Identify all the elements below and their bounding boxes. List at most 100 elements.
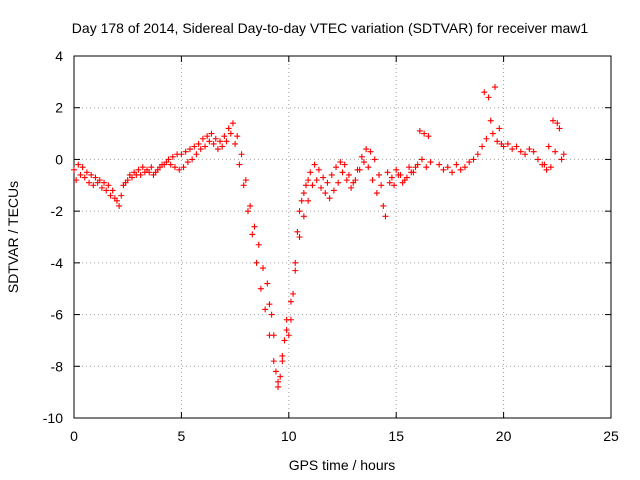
data-point [324,179,331,186]
data-point [180,164,187,171]
data-point [485,94,492,101]
data-point [380,202,387,209]
data-point [318,184,325,191]
data-point [206,138,213,145]
data-point [461,164,468,171]
data-point [236,161,243,168]
data-point [111,195,118,202]
data-point [453,161,460,168]
data-point [554,120,561,127]
data-point [481,89,488,96]
plot-frame [73,55,612,419]
data-point [109,187,116,194]
data-point [530,148,537,155]
data-point [290,290,297,297]
data-point [217,138,224,145]
y-tick-label: -2 [51,203,64,219]
data-point [360,159,367,166]
chart-title: Day 178 of 2014, Sidereal Day-to-day VTE… [72,20,589,36]
data-point [287,298,294,305]
data-point [436,161,443,168]
data-point [283,327,290,334]
data-point [88,171,95,178]
data-point [416,127,423,134]
data-point [352,177,359,184]
data-point [337,159,344,166]
data-point [167,161,174,168]
data-point [268,311,275,318]
data-point [369,177,376,184]
data-point [279,358,286,365]
data-point [449,169,456,176]
data-point [311,161,318,168]
y-axis-label: SDTVAR / TECUs [5,181,21,293]
data-point [552,148,559,155]
data-point [440,166,447,173]
data-point [186,146,193,153]
data-point [444,164,451,171]
data-point [223,138,230,145]
data-point [388,174,395,181]
data-point [492,84,499,91]
data-point [513,143,520,150]
data-point [330,187,337,194]
data-point [270,358,277,365]
data-point [120,182,127,189]
data-point [307,169,314,176]
data-point [412,164,419,171]
data-point [101,179,108,186]
y-tick-label: -10 [43,410,63,426]
data-point [124,177,131,184]
data-point [425,133,432,140]
data-point [395,171,402,178]
x-tick-label: 0 [70,428,78,444]
data-point [479,143,486,150]
data-point [365,164,372,171]
data-point [313,177,320,184]
data-point [146,169,153,176]
data-point [255,241,262,248]
data-point [292,259,299,266]
data-point [348,184,355,191]
data-point [92,174,99,181]
data-point [202,143,209,150]
data-point [135,166,142,173]
data-point [296,208,303,215]
data-point [171,164,178,171]
data-point [107,192,114,199]
data-point [262,306,269,313]
data-point [94,179,101,186]
data-point [489,130,496,137]
data-point [296,234,303,240]
data-point [279,352,286,359]
data-point [421,130,428,137]
data-point [182,148,189,155]
data-point [178,151,185,158]
data-point [487,117,494,124]
data-point [373,190,380,197]
data-point [545,143,552,150]
data-point [543,166,550,173]
x-tick-label: 15 [388,428,404,444]
data-point [193,151,200,158]
data-point [81,174,88,181]
data-point [343,177,350,184]
data-point [322,190,329,197]
data-point [163,159,170,166]
y-tick-label: 4 [55,48,63,64]
data-point [150,171,157,178]
data-point [367,148,374,155]
data-point [229,120,236,127]
data-point [534,156,541,163]
data-point [249,231,256,238]
data-point [191,143,198,150]
data-point [427,159,434,166]
data-point [339,169,346,176]
data-point [309,182,316,189]
data-point [483,135,490,142]
x-tick-label: 10 [281,428,297,444]
data-point [466,159,473,166]
data-point [240,182,247,189]
data-point [242,177,249,184]
